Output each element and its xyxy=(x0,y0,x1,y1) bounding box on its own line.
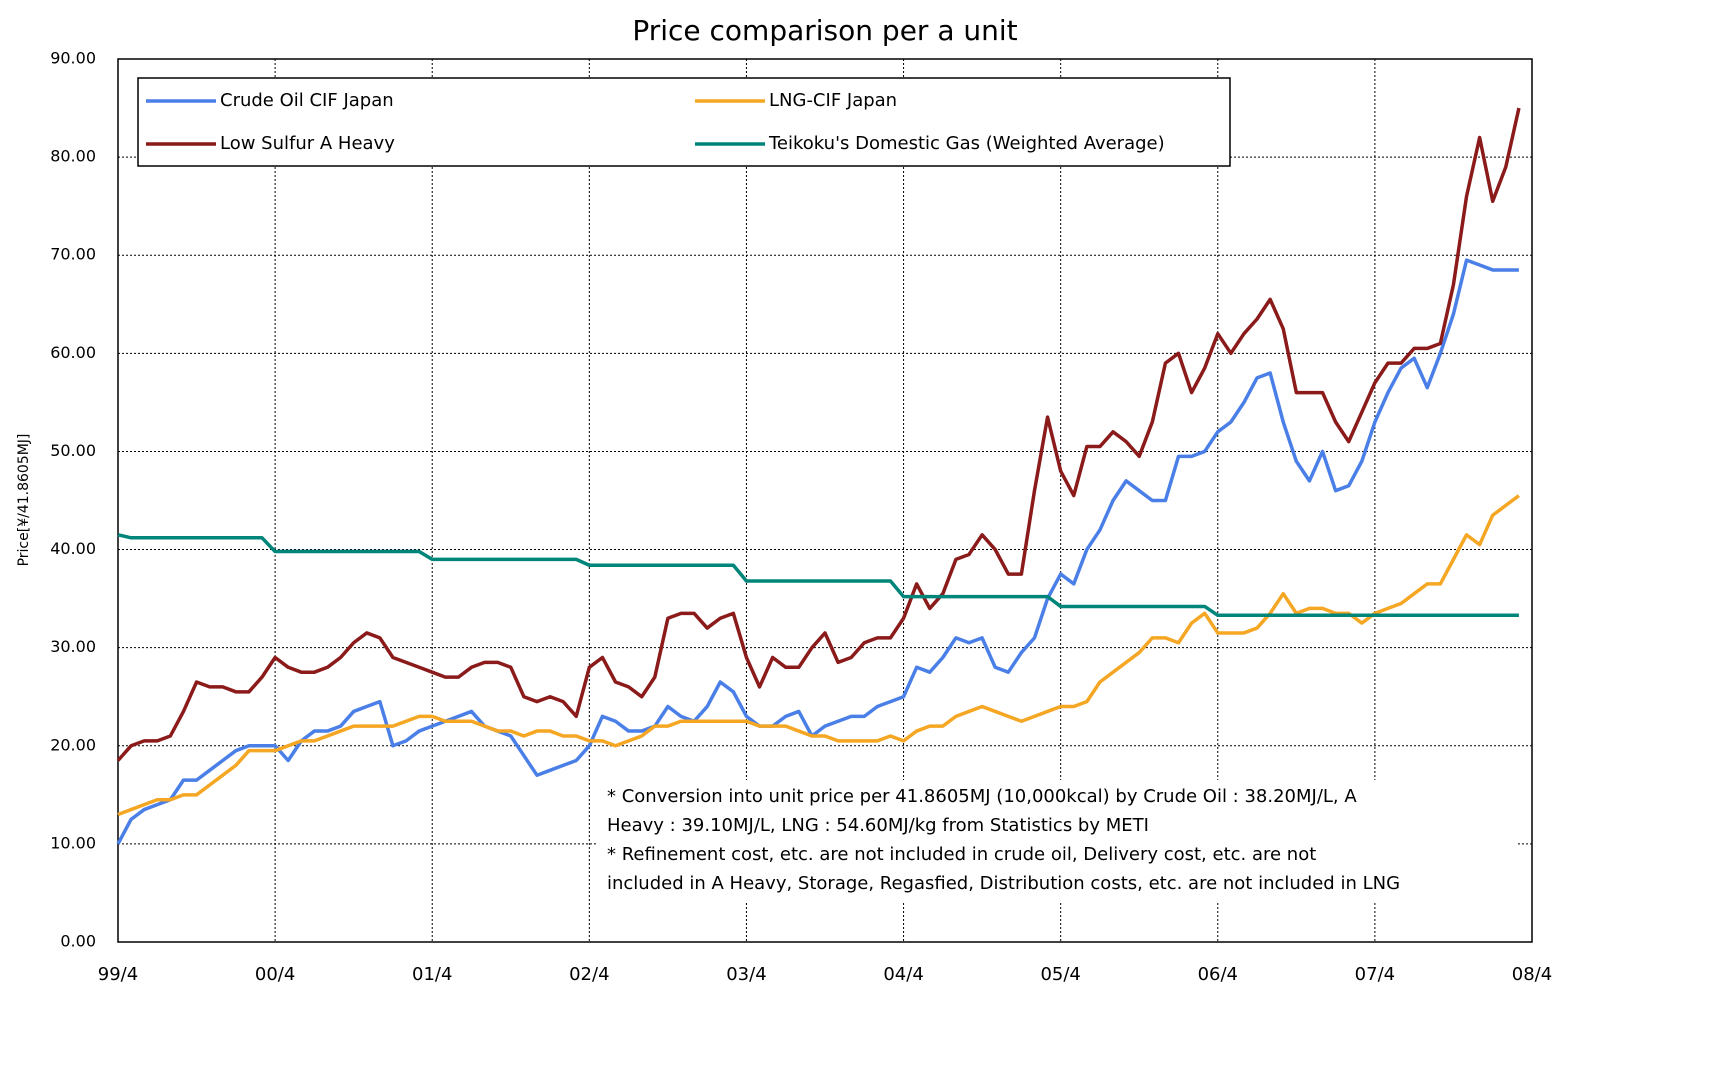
y-tick-label: 40.00 xyxy=(50,539,96,558)
annotation-line: included in A Heavy, Storage, Regasfied,… xyxy=(607,873,1400,894)
x-tick-label: 02/4 xyxy=(569,964,609,985)
series-line xyxy=(117,494,1520,817)
y-tick-label: 50.00 xyxy=(50,441,96,460)
y-tick-label: 30.00 xyxy=(50,637,96,656)
x-tick-label: 06/4 xyxy=(1198,964,1238,985)
y-axis-label: Price[¥/41.8605MJ] xyxy=(16,434,32,567)
series-line xyxy=(116,107,1521,762)
annotation-background xyxy=(598,780,1518,902)
y-tick-label: 80.00 xyxy=(50,147,96,166)
y-tick-label: 60.00 xyxy=(50,343,96,362)
annotation-line: * Refinement cost, etc. are not included… xyxy=(607,844,1316,865)
x-tick-label: 03/4 xyxy=(726,964,766,985)
y-tick-label: 90.00 xyxy=(50,49,96,68)
series-line xyxy=(117,533,1519,618)
x-tick-label: 00/4 xyxy=(255,964,295,985)
x-tick-label: 01/4 xyxy=(412,964,452,985)
y-tick-label: 20.00 xyxy=(50,735,96,754)
x-tick-label: 05/4 xyxy=(1040,964,1080,985)
annotation: * Conversion into unit price per 41.8605… xyxy=(598,780,1518,902)
legend: Crude Oil CIF Japan LNG-CIF Japan Low Sulf… xyxy=(137,77,1231,167)
series-line xyxy=(116,258,1519,845)
annotation-line: * Conversion into unit price per 41.8605… xyxy=(607,786,1357,807)
y-tick-label: 10.00 xyxy=(50,833,96,852)
x-tick-label: 08/4 xyxy=(1512,964,1552,985)
legend-label: LNG-CIF Japan xyxy=(769,90,897,111)
y-tick-label: 0.00 xyxy=(60,932,96,951)
legend-label: Teikoku's Domestic Gas (Weighted Average… xyxy=(768,133,1165,154)
chart-title: Price comparison per a unit xyxy=(632,14,1017,47)
x-tick-label: 07/4 xyxy=(1355,964,1395,985)
legend-label: Low Sulfur A Heavy xyxy=(220,133,395,154)
y-tick-label: 70.00 xyxy=(50,245,96,264)
legend-box xyxy=(137,77,1231,167)
legend-label: Crude Oil CIF Japan xyxy=(220,90,394,111)
x-tick-label: 99/4 xyxy=(98,964,138,985)
x-tick-label: 04/4 xyxy=(883,964,923,985)
annotation-line: Heavy : 39.10MJ/L, LNG : 54.60MJ/kg from… xyxy=(607,815,1149,836)
